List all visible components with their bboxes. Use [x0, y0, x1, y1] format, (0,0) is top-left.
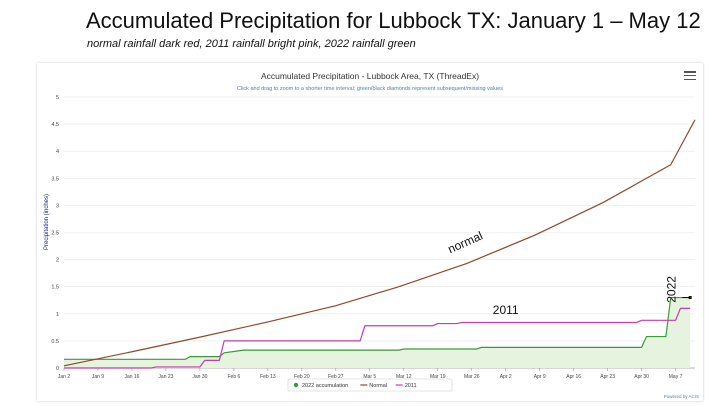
x-tick-label: Mar 5 [363, 374, 376, 380]
legend-label-2022-accumulation: 2022 accumulation [302, 383, 348, 389]
y-tick-label: 3 [56, 203, 59, 209]
series-line-normal [63, 119, 696, 367]
x-tick-label: Jan 23 [158, 374, 173, 380]
menu-bar [684, 71, 696, 73]
chart-panel[interactable]: Accumulated Precipitation - Lubbock Area… [37, 63, 703, 401]
slide-subtitle: normal rainfall dark red, 2011 rainfall … [87, 38, 416, 50]
x-tick-label: Jan 2 [58, 374, 70, 380]
y-tick-label: 0 [56, 366, 59, 372]
series-line-2011 [64, 307, 691, 369]
precipitation-chart[interactable]: Accumulated Precipitation - Lubbock Area… [37, 63, 703, 401]
x-tick-label: Mar 12 [396, 374, 412, 380]
chart-subtitle: Click and drag to zoom to a shorter time… [237, 86, 503, 92]
legend-marker-2022-accumulation [293, 382, 299, 388]
slide-title: Accumulated Precipitation for Lubbock TX… [86, 8, 701, 33]
y-tick-label: 0.5 [51, 339, 59, 345]
chart-credit: Powered by ACIS [664, 394, 699, 399]
series-area-2022 [64, 297, 691, 368]
x-tick-label: Jan 9 [92, 374, 104, 380]
plot-area[interactable] [63, 119, 696, 369]
gridlines [64, 96, 695, 369]
x-tick-label: Apr 23 [600, 374, 615, 380]
x-tick-label: Feb 27 [328, 374, 344, 380]
y-tick-label: 1.5 [51, 285, 59, 291]
y-tick-label: 4.5 [51, 122, 59, 128]
x-axis-ticks: Jan 2 Jan 9 Jan 16 Jan 23 Jan 30 Feb 6 Feb 13 F… [58, 367, 695, 380]
x-tick-label: Apr 9 [534, 374, 546, 380]
legend[interactable]: 2022 accumulation Normal 2011 [287, 378, 453, 392]
legend-label-normal: Normal [369, 383, 387, 389]
series-line-2022-accumulation [64, 296, 691, 360]
x-tick-label: Feb 6 [227, 374, 240, 380]
y-axis-label: Precipitation (inches) [44, 194, 50, 250]
x-tick-label: Feb 13 [260, 374, 276, 380]
annotation-2022: 2022 [665, 276, 679, 303]
menu-bar [684, 78, 696, 81]
x-tick-label: Feb 20 [294, 374, 310, 380]
annotation-2011: 2011 [493, 303, 519, 317]
x-tick-label: Apr 2 [500, 374, 512, 380]
y-tick-label: 4 [56, 149, 59, 155]
y-axis-ticks: 0 0.5 1 1.5 2 2.5 3 3.5 4 4.5 5 [51, 95, 59, 372]
chart-title: Accumulated Precipitation - Lubbock Area… [261, 71, 479, 81]
x-tick-label: Mar 26 [464, 374, 480, 380]
menu-bar [684, 74, 696, 77]
x-tick-label: Apr 16 [566, 374, 581, 380]
chart-menu-icon[interactable] [684, 71, 696, 81]
y-tick-label: 3.5 [51, 176, 59, 182]
legend-label-2011: 2011 [405, 383, 417, 389]
y-tick-label: 1 [56, 312, 59, 318]
x-tick-label: Jan 30 [192, 374, 207, 380]
x-tick-label: Jan 16 [124, 374, 139, 380]
x-tick-label: Apr 30 [634, 374, 649, 380]
x-tick-label: May 7 [669, 374, 683, 380]
y-tick-label: 5 [56, 95, 59, 101]
y-tick-label: 2 [56, 258, 59, 264]
x-tick-label: Mar 19 [430, 374, 446, 380]
legend-box [287, 378, 453, 392]
y-tick-label: 2.5 [51, 231, 59, 237]
